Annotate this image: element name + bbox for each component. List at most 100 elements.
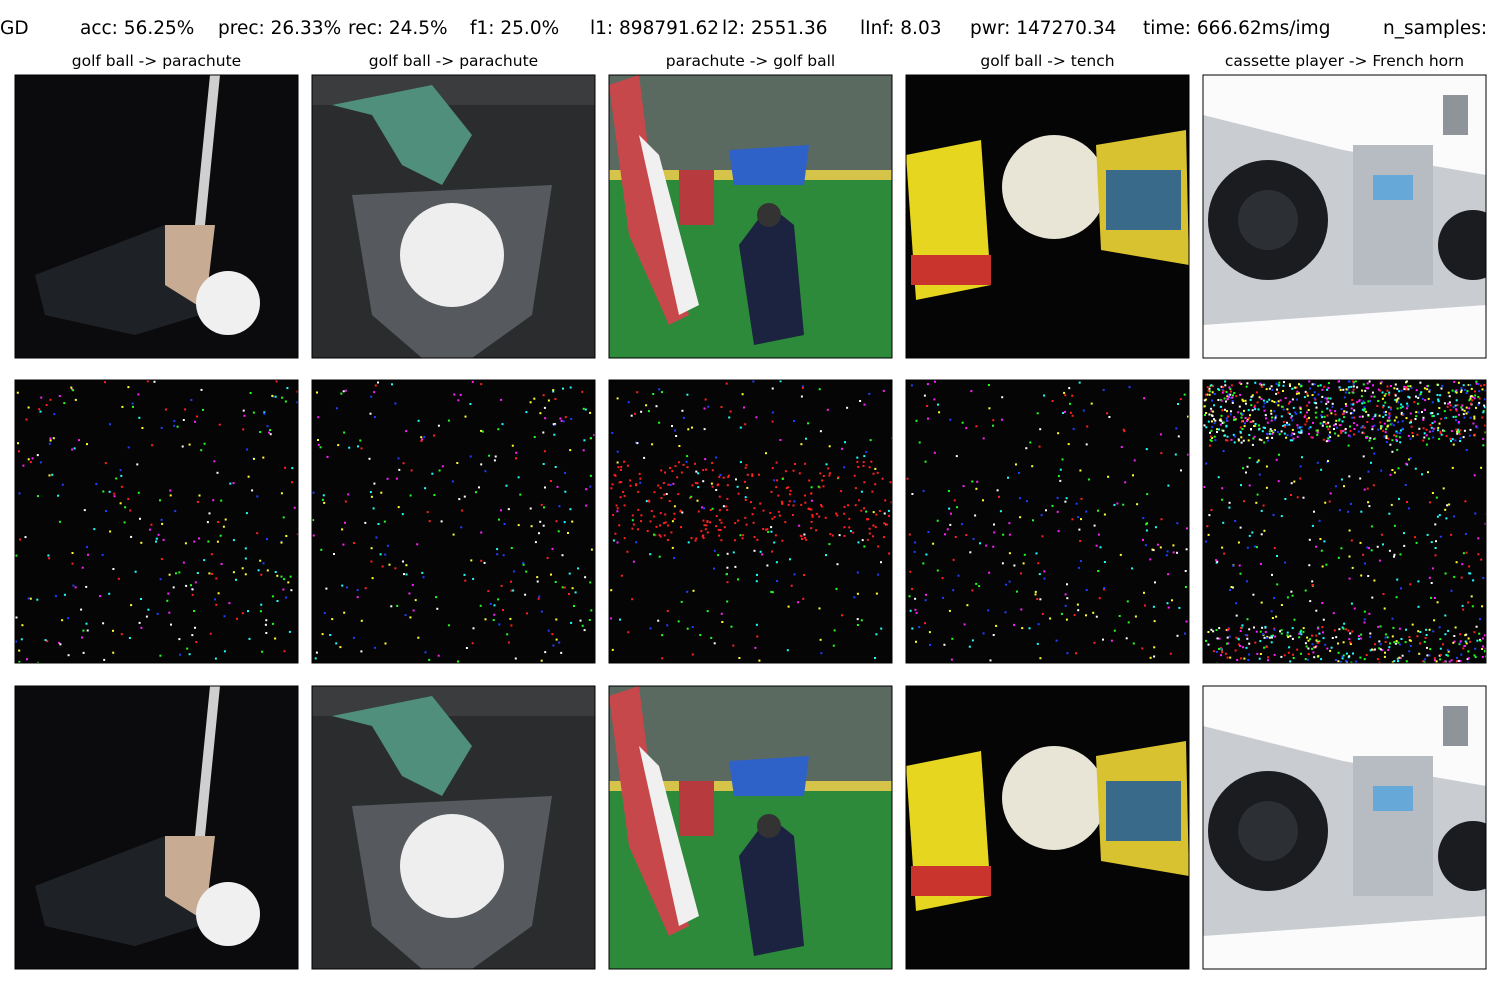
noise-pixel bbox=[862, 465, 865, 467]
noise-pixel bbox=[1004, 611, 1007, 614]
noise-pixel bbox=[658, 555, 661, 558]
noise-pixel bbox=[1447, 650, 1450, 653]
noise-pixel bbox=[726, 508, 729, 511]
noise-pixel bbox=[663, 522, 665, 525]
noise-pixel bbox=[1350, 539, 1353, 542]
column-title: golf ball -> tench bbox=[980, 52, 1114, 70]
noise-pixel bbox=[1325, 440, 1328, 443]
noise-pixel bbox=[253, 457, 255, 460]
noise-pixel bbox=[412, 609, 415, 612]
noise-pixel bbox=[976, 480, 979, 483]
noise-pixel bbox=[1008, 580, 1011, 583]
noise-pixel bbox=[992, 634, 995, 636]
noise-pixel bbox=[766, 564, 769, 567]
noise-pixel bbox=[1306, 394, 1309, 397]
noise-pixel bbox=[1454, 626, 1457, 629]
noise-pixel bbox=[1315, 609, 1318, 612]
noise-pixel bbox=[798, 472, 801, 475]
noise-pixel bbox=[453, 393, 456, 396]
noise-pixel bbox=[1362, 383, 1365, 386]
noise-pixel bbox=[1274, 418, 1276, 421]
noise-pixel bbox=[936, 569, 939, 572]
noise-pixel bbox=[21, 624, 24, 627]
noise-pixel bbox=[766, 528, 769, 531]
noise-pixel bbox=[743, 406, 745, 409]
noise-pixel bbox=[1228, 396, 1231, 398]
noise-pixel bbox=[1274, 416, 1277, 419]
noise-pixel bbox=[1441, 384, 1444, 387]
noise-pixel bbox=[1469, 640, 1472, 643]
noise-pixel bbox=[1178, 606, 1181, 609]
noise-pixel bbox=[1228, 635, 1231, 638]
noise-pixel bbox=[882, 389, 885, 392]
noise-pixel bbox=[274, 637, 277, 640]
noise-pixel bbox=[1327, 382, 1330, 385]
noise-pixel bbox=[825, 554, 827, 557]
image bbox=[312, 686, 595, 969]
noise-pixel bbox=[1483, 384, 1486, 387]
noise-pixel bbox=[715, 515, 718, 518]
noise-pixel bbox=[1395, 439, 1398, 442]
noise-pixel bbox=[718, 509, 721, 512]
noise-pixel bbox=[1431, 422, 1434, 425]
noise-pixel bbox=[1434, 554, 1437, 557]
noise-pixel bbox=[1440, 387, 1443, 390]
noise-pixel bbox=[469, 455, 472, 458]
noise-pixel bbox=[1293, 432, 1296, 435]
noise-pixel bbox=[291, 481, 293, 484]
noise-pixel bbox=[1309, 638, 1311, 641]
noise-pixel bbox=[200, 388, 203, 391]
noise-pixel bbox=[1295, 386, 1298, 389]
noise-pixel bbox=[1213, 435, 1216, 438]
noise-pixel bbox=[323, 612, 326, 615]
noise-pixel bbox=[1439, 658, 1442, 661]
noise-pixel bbox=[522, 561, 525, 564]
noise-pixel bbox=[1263, 441, 1266, 444]
noise-pixel bbox=[1384, 633, 1387, 636]
noise-pixel bbox=[869, 439, 872, 442]
noise-pixel bbox=[646, 530, 649, 532]
noise-pixel bbox=[1349, 412, 1352, 415]
noise-pixel bbox=[1256, 652, 1259, 655]
boombox bbox=[1353, 145, 1433, 285]
noise-pixel bbox=[1345, 652, 1348, 655]
noise-pixel bbox=[647, 499, 650, 502]
noise-pixel bbox=[1415, 415, 1418, 418]
noise-pixel bbox=[1132, 642, 1135, 645]
noise-pixel bbox=[1371, 425, 1374, 428]
noise-pixel bbox=[571, 520, 574, 523]
noise-pixel bbox=[982, 632, 985, 635]
noise-pixel bbox=[1322, 631, 1324, 634]
noise-pixel bbox=[479, 604, 482, 607]
noise-pixel bbox=[1444, 660, 1447, 663]
noise-pixel bbox=[736, 485, 739, 488]
noise-pixel bbox=[1405, 462, 1408, 465]
noise-pixel bbox=[703, 407, 706, 410]
noise-pixel bbox=[1300, 629, 1303, 632]
noise-pixel bbox=[1099, 546, 1102, 549]
noise-pixel bbox=[1218, 637, 1221, 640]
noise-pixel bbox=[1322, 438, 1325, 441]
noise-pixel bbox=[1405, 388, 1408, 391]
noise-pixel bbox=[1278, 381, 1281, 384]
noise-pixel bbox=[965, 534, 968, 536]
noise-pixel bbox=[1288, 402, 1290, 405]
noise-pixel bbox=[1213, 418, 1215, 421]
noise-pixel bbox=[1005, 583, 1008, 586]
noise-pixel bbox=[1240, 416, 1243, 419]
noise-pixel bbox=[1268, 398, 1271, 401]
noise-pixel bbox=[1389, 443, 1392, 446]
noise-pixel bbox=[1284, 498, 1287, 500]
noise-pixel bbox=[800, 503, 803, 506]
noise-pixel bbox=[583, 629, 586, 632]
noise-pixel bbox=[1307, 639, 1310, 642]
noise-pixel bbox=[1223, 408, 1226, 411]
noise-pixel bbox=[190, 399, 193, 401]
noise-pixel bbox=[224, 518, 227, 521]
noise-pixel bbox=[264, 623, 267, 626]
noise-pixel bbox=[1432, 414, 1435, 417]
image bbox=[609, 686, 892, 969]
noise-pixel bbox=[394, 567, 397, 570]
noise-pixel bbox=[1365, 387, 1368, 390]
